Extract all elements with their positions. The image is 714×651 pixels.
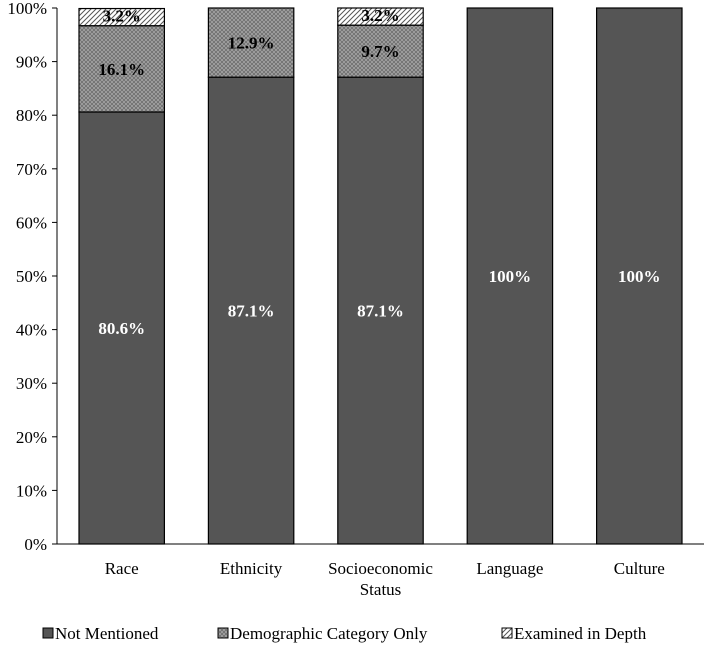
data-label: 100% xyxy=(489,267,532,286)
y-tick-label: 0% xyxy=(24,535,47,554)
data-label: 16.1% xyxy=(98,60,145,79)
bar-segment xyxy=(337,7,424,26)
y-tick-label: 40% xyxy=(16,321,47,340)
data-label: 87.1% xyxy=(228,302,275,321)
data-label: 9.7% xyxy=(361,42,399,61)
y-tick-label: 80% xyxy=(16,106,47,125)
bar-segment xyxy=(207,7,295,78)
data-label: 12.9% xyxy=(228,34,275,53)
category-label: Culture xyxy=(614,559,665,578)
y-tick-label: 90% xyxy=(16,53,47,72)
legend: Not Mentioned Demographic Category Only Ex… xyxy=(42,624,647,643)
legend-label: Not Mentioned xyxy=(55,624,159,643)
legend-label: Examined in Depth xyxy=(514,624,647,643)
y-tick-label: 100% xyxy=(7,0,47,18)
bar-segment xyxy=(207,76,295,545)
bar-segment xyxy=(337,24,424,78)
bars: 80.6% 16.1% 3.2% 87.1% 12.9% 87.1% 9.7% 3.2% 100… xyxy=(78,6,683,545)
bar-segment xyxy=(595,7,683,545)
category-label: Race xyxy=(105,559,139,578)
bar-segment xyxy=(78,111,166,545)
y-tick-label: 60% xyxy=(16,213,47,232)
category-label: Socioeconomic Status xyxy=(328,559,433,599)
data-label: 3.2% xyxy=(361,6,399,25)
y-tick-label: 50% xyxy=(16,267,47,286)
bar-segment xyxy=(78,7,166,27)
data-label: 87.1% xyxy=(357,302,404,321)
y-tick-label: 30% xyxy=(16,374,47,393)
data-label: 100% xyxy=(618,267,661,286)
y-axis: 0% 10% 20% 30% 40% 50% 60% 70% 80% 90% 100% xyxy=(7,0,58,554)
y-tick-label: 10% xyxy=(16,481,47,500)
legend-swatch xyxy=(217,627,229,639)
data-label: 3.2% xyxy=(103,7,141,26)
bar-segment xyxy=(337,76,424,545)
x-axis: Race Ethnicity Socioeconomic Status Language… xyxy=(57,543,704,599)
legend-swatch xyxy=(42,627,54,639)
legend-swatch xyxy=(501,627,513,639)
category-label: Ethnicity xyxy=(220,559,283,578)
y-tick-label: 70% xyxy=(16,160,47,179)
data-label: 80.6% xyxy=(98,319,145,338)
bar-segment xyxy=(466,7,554,545)
y-tick-label: 20% xyxy=(16,428,47,447)
category-label: Language xyxy=(476,559,543,578)
legend-label: Demographic Category Only xyxy=(230,624,428,643)
